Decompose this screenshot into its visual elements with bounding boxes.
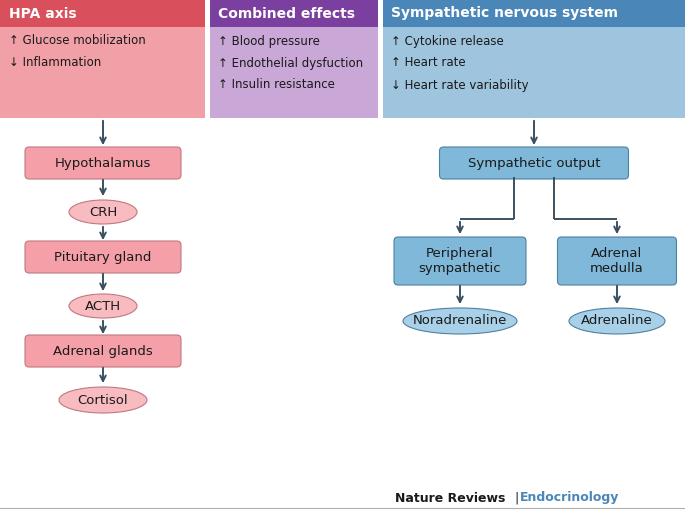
Text: Hypothalamus: Hypothalamus <box>55 157 151 169</box>
Text: ↑ Insulin resistance: ↑ Insulin resistance <box>218 78 335 92</box>
Text: Adrenal
medulla: Adrenal medulla <box>590 247 644 275</box>
Text: ACTH: ACTH <box>85 300 121 313</box>
Bar <box>0 27 205 118</box>
Text: HPA axis: HPA axis <box>9 7 77 21</box>
Text: ↑ Cytokine release: ↑ Cytokine release <box>391 35 503 47</box>
Ellipse shape <box>569 308 665 334</box>
Bar <box>210 27 378 118</box>
Ellipse shape <box>69 200 137 224</box>
Text: ↓ Inflammation: ↓ Inflammation <box>9 57 101 70</box>
FancyBboxPatch shape <box>440 147 629 179</box>
Text: ↑ Endothelial dysfuction: ↑ Endothelial dysfuction <box>218 57 363 70</box>
FancyBboxPatch shape <box>558 237 677 285</box>
Bar <box>383 0 685 27</box>
Text: Adrenal glands: Adrenal glands <box>53 345 153 357</box>
Text: Combined effects: Combined effects <box>218 7 355 21</box>
FancyBboxPatch shape <box>25 241 181 273</box>
Text: Nature Reviews: Nature Reviews <box>395 491 506 505</box>
Ellipse shape <box>403 308 517 334</box>
FancyBboxPatch shape <box>25 335 181 367</box>
Text: |: | <box>511 491 523 505</box>
Text: ↑ Blood pressure: ↑ Blood pressure <box>218 35 320 47</box>
Text: Pituitary gland: Pituitary gland <box>54 250 151 264</box>
FancyBboxPatch shape <box>394 237 526 285</box>
Text: Cortisol: Cortisol <box>77 393 128 406</box>
Text: Sympathetic output: Sympathetic output <box>468 157 600 169</box>
Text: ↓ Heart rate variability: ↓ Heart rate variability <box>391 78 529 92</box>
Text: CRH: CRH <box>89 205 117 218</box>
Ellipse shape <box>59 387 147 413</box>
Ellipse shape <box>69 294 137 318</box>
Text: Sympathetic nervous system: Sympathetic nervous system <box>391 7 618 21</box>
Text: ↑ Heart rate: ↑ Heart rate <box>391 57 466 70</box>
Text: ↑ Glucose mobilization: ↑ Glucose mobilization <box>9 35 146 47</box>
Text: Adrenaline: Adrenaline <box>581 315 653 328</box>
Text: Endocrinology: Endocrinology <box>520 491 619 505</box>
Bar <box>383 27 685 118</box>
Text: Noradrenaline: Noradrenaline <box>413 315 507 328</box>
Bar <box>0 0 205 27</box>
Bar <box>210 0 378 27</box>
FancyBboxPatch shape <box>25 147 181 179</box>
Text: Peripheral
sympathetic: Peripheral sympathetic <box>419 247 501 275</box>
